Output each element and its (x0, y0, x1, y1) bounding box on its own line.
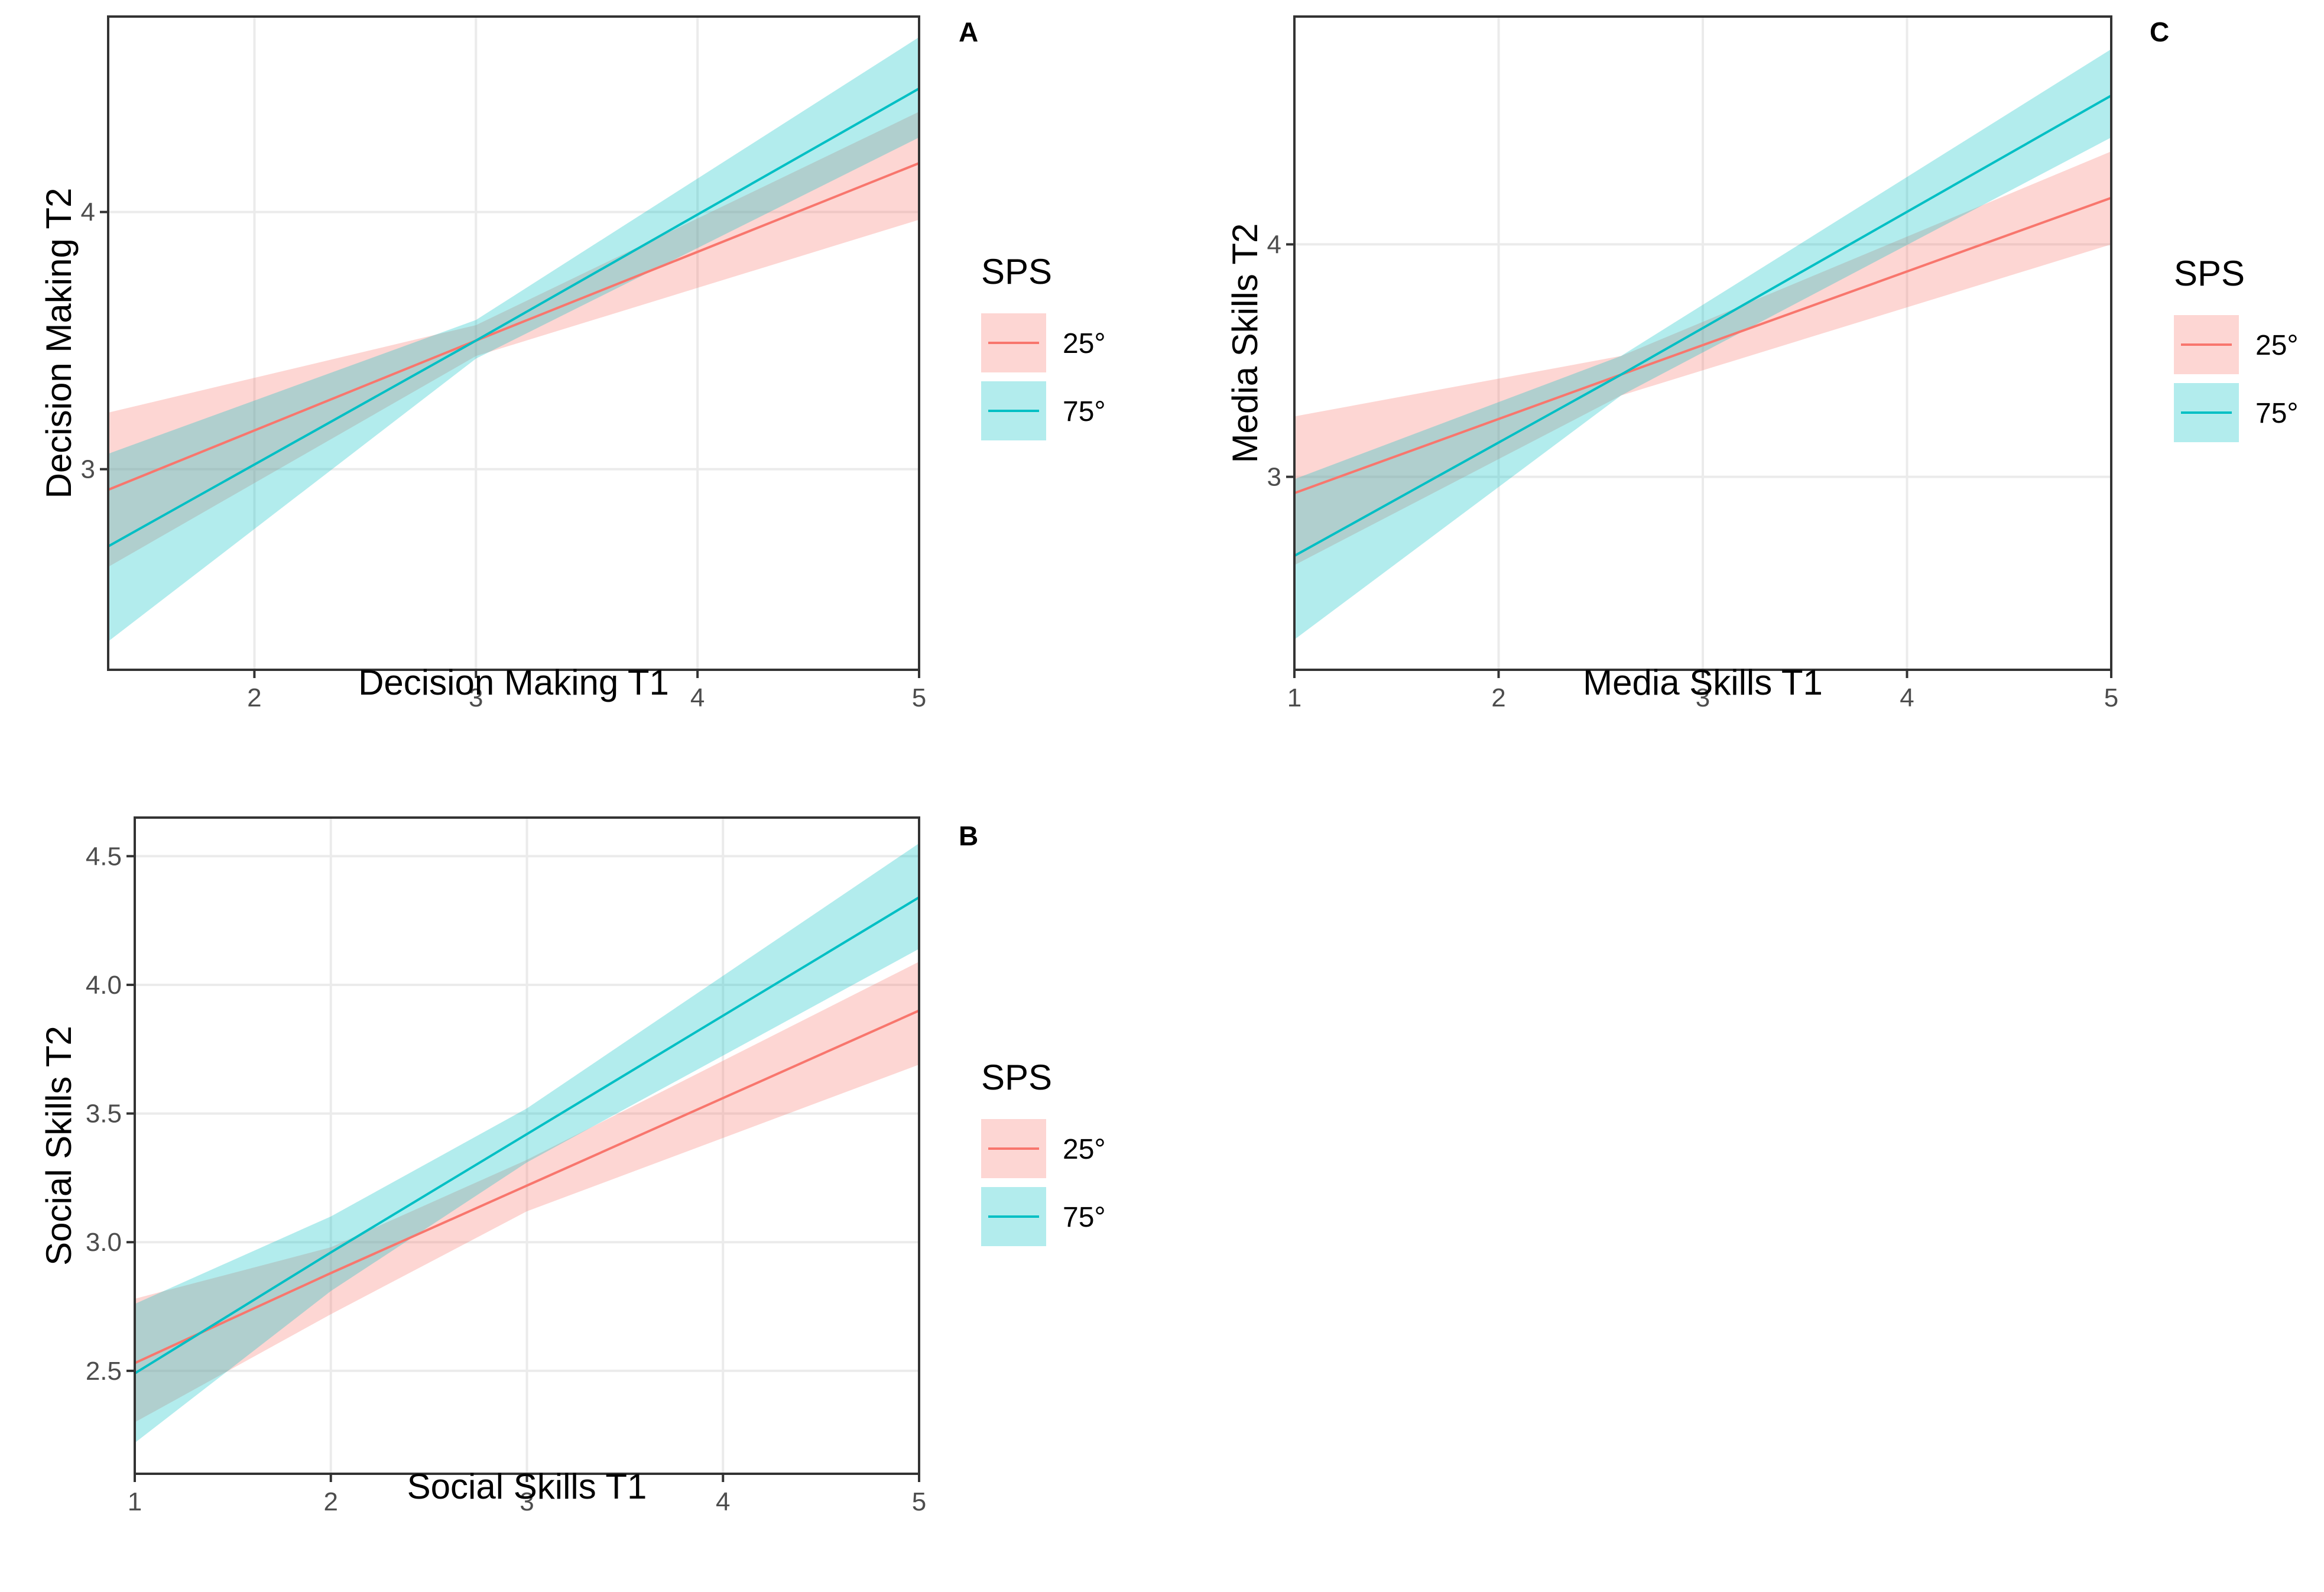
y-axis-title: Media Skills T2 (1225, 223, 1265, 463)
x-tick-label: 1 (1287, 683, 1301, 712)
y-axis-title: Social Skills T2 (39, 1026, 79, 1266)
x-tick-label: 5 (912, 683, 926, 712)
series-line-75 (134, 896, 920, 1374)
y-tick-label: 3 (81, 455, 95, 484)
x-tick-label: 5 (2104, 683, 2118, 712)
legend-label-75: 75° (1063, 396, 1106, 427)
x-tick-label: 1 (128, 1487, 142, 1516)
panel-b: 1 2 3 4 5 2.5 3.0 3.5 4.0 4.5 Social Skills T1 Soci… (39, 816, 1106, 1516)
plot-frame (107, 15, 920, 671)
ci-band-25 (1294, 151, 2111, 566)
x-tick-label: 2 (247, 683, 261, 712)
y-tick-label: 4.0 (86, 971, 122, 1000)
panel-tag: B (959, 821, 978, 851)
x-axis-title: Social Skills T1 (407, 1467, 647, 1506)
y-tick-label: 3.0 (86, 1228, 122, 1257)
legend: SPS 25° 75° (2174, 254, 2299, 442)
legend-label-25: 25° (1063, 328, 1106, 359)
y-tick-label: 2.5 (86, 1357, 122, 1386)
x-tick-label: 4 (690, 683, 705, 712)
y-tick-label: 3 (1267, 463, 1281, 492)
panel-tag: A (959, 17, 978, 47)
ci-band-75 (108, 37, 919, 642)
legend-label-25: 25° (1063, 1134, 1106, 1165)
x-axis-title: Decision Making T1 (358, 663, 669, 702)
x-tick-label: 4 (716, 1487, 730, 1516)
legend-title: SPS (2174, 254, 2245, 293)
y-axis-title: Decision Making T2 (39, 188, 79, 499)
ci-band-25 (108, 112, 919, 567)
legend-title: SPS (981, 252, 1052, 291)
x-tick-label: 3 (520, 1487, 534, 1516)
ci-band-25 (135, 961, 919, 1422)
legend-title: SPS (981, 1058, 1052, 1097)
panel-c: 1 2 3 4 5 3 4 Media Skills T1 Media Skills T2 C SP… (1225, 15, 2299, 712)
y-tick-label: 4.5 (86, 842, 122, 871)
x-tick-label: 3 (1696, 683, 1710, 712)
panel-tag: C (2150, 17, 2169, 47)
x-tick-label: 3 (469, 683, 483, 712)
y-tick-label: 4 (81, 198, 95, 227)
x-axis-title: Media Skills T1 (1583, 663, 1823, 702)
y-tick-label: 4 (1267, 230, 1281, 259)
legend-label-75: 75° (2255, 398, 2299, 429)
x-tick-label: 5 (912, 1487, 926, 1516)
series-line-75 (108, 87, 920, 547)
panel-a: 2 3 4 5 3 4 Decision Making T1 Decision Making … (39, 15, 1106, 712)
legend-label-25: 25° (2255, 330, 2299, 361)
legend: SPS 25° 75° (981, 252, 1106, 440)
y-tick-label: 3.5 (86, 1100, 122, 1129)
series-line-75 (1294, 94, 2112, 557)
ci-band-75 (135, 843, 919, 1443)
x-tick-label: 2 (324, 1487, 338, 1516)
legend: SPS 25° 75° (981, 1058, 1106, 1246)
legend-label-75: 75° (1063, 1202, 1106, 1233)
x-tick-label: 4 (1900, 683, 1914, 712)
x-tick-label: 2 (1491, 683, 1505, 712)
series-line-25 (134, 1009, 920, 1364)
